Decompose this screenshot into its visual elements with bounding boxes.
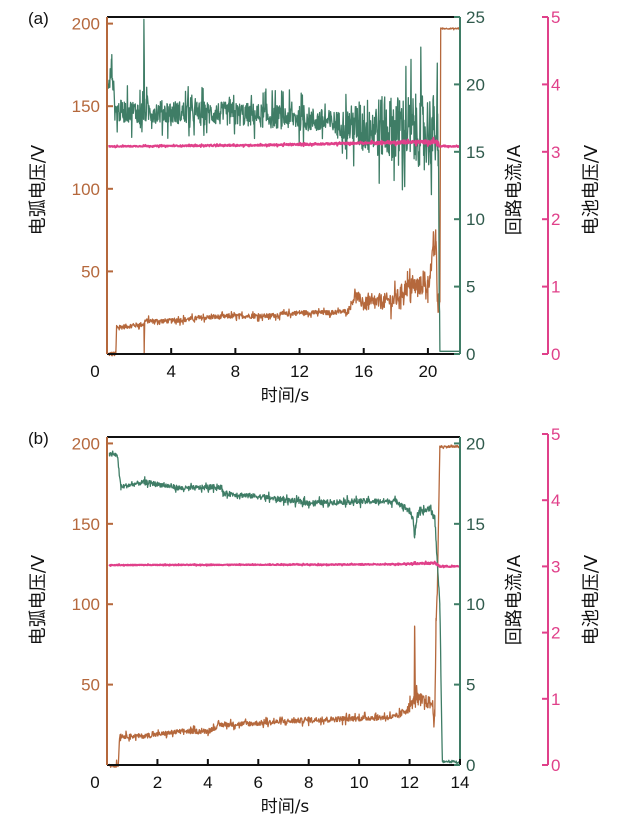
right-y-tick-label: 20 — [466, 75, 485, 94]
x-tick-label: 8 — [304, 773, 313, 792]
right-y-tick-label: 10 — [466, 210, 485, 229]
series-loop-current — [107, 18, 461, 352]
right-y-tick-label: 15 — [466, 143, 485, 162]
x-tick-label: 4 — [166, 362, 175, 381]
left-y-tick-label: 150 — [72, 515, 100, 534]
far-right-y-tick-label: 4 — [551, 491, 560, 510]
left-y-tick-label: 100 — [72, 595, 100, 614]
series-battery-voltage — [108, 560, 461, 569]
panel-label: (a) — [28, 9, 49, 28]
right-y-tick-label: 20 — [466, 434, 485, 453]
left-y-tick-label: 150 — [72, 97, 100, 116]
panel-label: (b) — [28, 429, 49, 448]
x-tick-label: 14 — [451, 773, 470, 792]
right-y-tick-label: 10 — [466, 595, 485, 614]
x-tick-label: 10 — [350, 773, 369, 792]
left-y-tick-label: 100 — [72, 180, 100, 199]
far-right-y-tick-label: 1 — [551, 690, 560, 709]
left-y-axis-label: 电弧电压/V — [28, 554, 49, 645]
x-tick-label: 12 — [400, 773, 419, 792]
right-y-tick-label: 5 — [466, 676, 475, 695]
right-y-tick-label: 0 — [466, 756, 475, 775]
series-battery-voltage — [107, 136, 461, 149]
x-tick-label: 4 — [203, 773, 212, 792]
x-axis-label: 时间/s — [261, 797, 310, 817]
right-y-tick-label: 5 — [466, 278, 475, 297]
far-right-y-tick-label: 0 — [551, 756, 560, 775]
far-right-y-tick-label: 0 — [551, 345, 560, 364]
far-right-y-tick-label: 2 — [551, 624, 560, 643]
x-tick-label: 8 — [231, 362, 240, 381]
right-y-tick-label: 15 — [466, 515, 485, 534]
x-tick-label: 2 — [153, 773, 162, 792]
x-axis-label: 时间/s — [261, 386, 310, 406]
left-y-tick-label: 200 — [72, 15, 100, 34]
x-tick-label: 0 — [90, 362, 99, 381]
series-loop-current — [108, 450, 461, 765]
right-y-tick-label: 25 — [466, 8, 485, 27]
left-y-tick-label: 50 — [81, 676, 100, 695]
series-arc-voltage — [107, 27, 461, 357]
panel-a: 0 4 8 12 16 20时间/s(a)501001502000510152025012… — [28, 8, 602, 406]
x-tick-label: 12 — [290, 362, 309, 381]
far-right-y-tick-label: 5 — [551, 8, 560, 27]
far-right-y-tick-label: 4 — [551, 75, 560, 94]
far-right-y-axis-label: 电池电压/V — [581, 144, 602, 235]
series-arc-voltage — [108, 444, 461, 768]
right-y-axis-label: 回路电流/A — [504, 554, 525, 645]
panel-b: 0 2 4 6 8 10 12 14时间/s(b)5010015020005101520012… — [28, 425, 602, 817]
far-right-y-tick-label: 3 — [551, 557, 560, 576]
x-tick-label: 0 — [90, 773, 99, 792]
far-right-y-tick-label: 3 — [551, 143, 560, 162]
left-y-tick-label: 50 — [81, 262, 100, 281]
right-y-tick-label: 0 — [466, 345, 475, 364]
x-tick-label: 16 — [354, 362, 373, 381]
left-y-tick-label: 200 — [72, 434, 100, 453]
far-right-y-tick-label: 2 — [551, 210, 560, 229]
x-tick-label: 6 — [254, 773, 263, 792]
far-right-y-tick-label: 1 — [551, 278, 560, 297]
far-right-y-tick-label: 5 — [551, 425, 560, 444]
left-y-axis-label: 电弧电压/V — [28, 144, 49, 235]
x-tick-label: 20 — [418, 362, 437, 381]
far-right-y-axis-label: 电池电压/V — [581, 554, 602, 645]
right-y-axis-label: 回路电流/A — [504, 144, 525, 235]
